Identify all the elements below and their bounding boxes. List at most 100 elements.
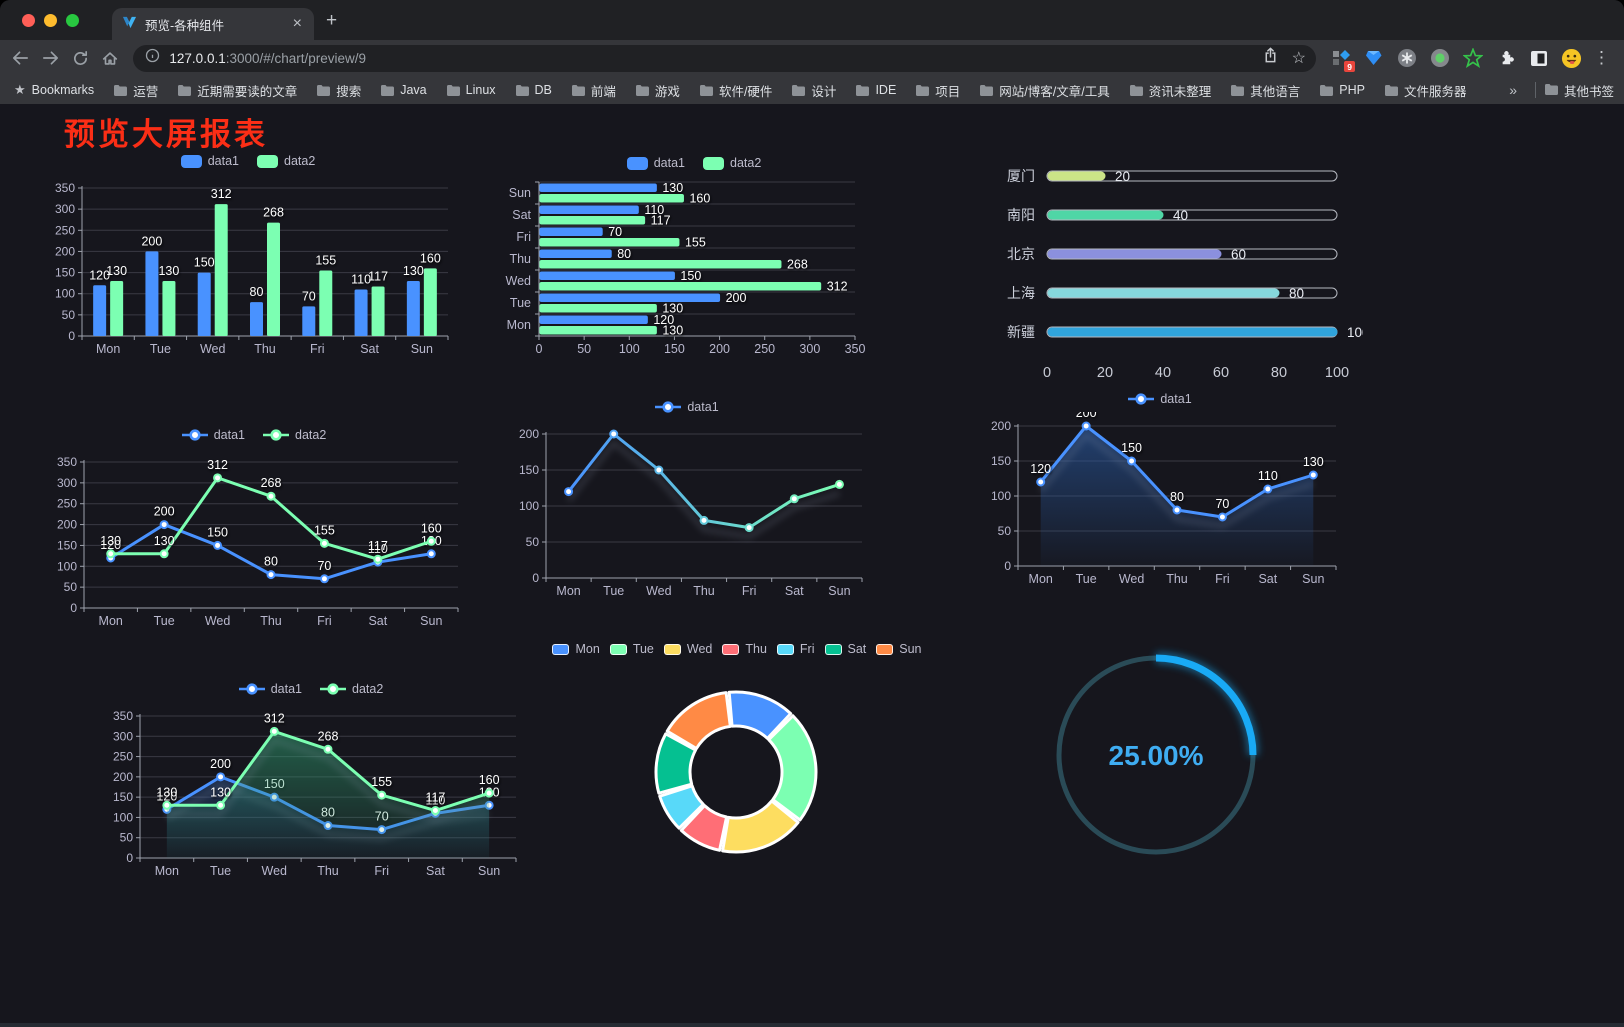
chart-grouped-bar[interactable]: data1 data2 0 50 100 150 200 250 300 350 Mon Tue Wed… [36, 148, 460, 366]
svg-text:新疆: 新疆 [1007, 324, 1035, 340]
legend-item-Mon[interactable]: Mon [552, 642, 600, 656]
svg-text:70: 70 [608, 225, 622, 239]
legend-item-Sat[interactable]: Sat [824, 642, 866, 656]
bookmarks-root[interactable]: ★ Bookmarks [14, 82, 94, 98]
bookmark-folder[interactable]: 前端 [571, 81, 616, 100]
bookmark-folder[interactable]: 文件服务器 [1384, 81, 1466, 100]
bookmark-folder[interactable]: Java [380, 83, 427, 97]
legend-item-Sun[interactable]: Sun [876, 642, 922, 656]
svg-text:Wed: Wed [1119, 572, 1145, 586]
extension-gem-icon[interactable] [1363, 47, 1385, 69]
browser-tab[interactable]: 预览-各种组件 × [112, 8, 314, 40]
extension-grid-icon[interactable]: 9 [1330, 47, 1355, 72]
legend-item-data1[interactable]: data1 [180, 154, 239, 168]
svg-text:150: 150 [57, 538, 77, 552]
svg-text:Wed: Wed [205, 614, 231, 628]
chart-horizontal-bar[interactable]: data1 data2 0 50 100 150 200 250 300 350 Mon 120 130… [497, 150, 891, 364]
svg-text:80: 80 [1170, 490, 1184, 504]
svg-text:40: 40 [1173, 208, 1188, 223]
chart-dual-area[interactable]: data1 data2 0 50 100 150 200 250 300 350 Mon Tue Wed… [94, 676, 528, 888]
share-icon[interactable] [1263, 47, 1278, 69]
legend-item-data1[interactable]: data1 [181, 428, 245, 442]
bookmark-folder[interactable]: 网站/博客/文章/工具 [979, 81, 1110, 100]
close-window-button[interactable] [22, 14, 35, 27]
legend-item-data2[interactable]: data2 [320, 682, 383, 696]
svg-text:Fri: Fri [1215, 572, 1230, 586]
chart-gradient-line[interactable]: data1 0 50 100 150 200 Mon Tue Wed Thu Fri Sat Sun [500, 394, 874, 608]
bookmark-star-icon[interactable]: ☆ [1291, 50, 1306, 67]
svg-text:100: 100 [1347, 325, 1363, 340]
extensions-puzzle-icon[interactable] [1495, 47, 1517, 69]
svg-text:上海: 上海 [1007, 285, 1035, 301]
page-info-icon[interactable] [145, 48, 160, 68]
tab-close-icon[interactable]: × [292, 15, 302, 32]
svg-text:150: 150 [113, 790, 133, 804]
extension-badge: 9 [1344, 61, 1355, 72]
chart-percent-gauge[interactable]: 25.00% [1038, 642, 1282, 874]
bookmark-folder[interactable]: 近期需要读的文章 [177, 81, 297, 100]
legend-item-data1[interactable]: data1 [626, 156, 685, 170]
legend-item-Tue[interactable]: Tue [609, 642, 654, 656]
legend-item-data2[interactable]: data2 [263, 428, 326, 442]
svg-text:Mon: Mon [556, 584, 580, 598]
svg-text:Wed: Wed [262, 864, 288, 878]
zoom-window-button[interactable] [66, 14, 79, 27]
svg-text:150: 150 [680, 269, 701, 283]
svg-text:80: 80 [617, 247, 631, 261]
extension-dot-icon[interactable] [1429, 47, 1451, 69]
forward-icon[interactable] [36, 45, 66, 71]
bookmark-folder[interactable]: 软件/硬件 [699, 81, 772, 100]
bookmark-folder[interactable]: Linux [446, 83, 496, 97]
minimize-window-button[interactable] [44, 14, 57, 27]
svg-text:0: 0 [1043, 365, 1051, 381]
svg-text:200: 200 [519, 427, 539, 441]
bookmark-folder[interactable]: IDE [855, 83, 896, 97]
bookmark-folder[interactable]: 资讯未整理 [1129, 81, 1211, 100]
back-icon[interactable] [6, 45, 36, 71]
bookmarks-separator [1534, 82, 1536, 98]
bookmark-folder[interactable]: 运营 [113, 81, 158, 100]
url-text[interactable]: 127.0.0.1:3000/#/chart/preview/9 [169, 50, 367, 66]
legend-item-data1[interactable]: data1 [238, 682, 302, 696]
svg-text:200: 200 [210, 757, 231, 771]
chart-single-area[interactable]: data1 0 50 100 150 200 Mon Tue Wed Thu Fri Sat Sun 12… [972, 386, 1348, 596]
svg-text:Tue: Tue [154, 614, 175, 628]
profile-avatar[interactable] [1561, 47, 1583, 69]
legend-item-Wed[interactable]: Wed [663, 642, 712, 656]
side-panel-icon[interactable] [1528, 47, 1550, 69]
chart-dual-line[interactable]: data1 data2 0 50 100 150 200 250 300 350 Mon Tue Wed… [38, 422, 470, 638]
legend-item-data2[interactable]: data2 [257, 154, 315, 168]
bookmark-folder[interactable]: 项目 [915, 81, 960, 100]
svg-text:312: 312 [211, 187, 232, 201]
extension-star-icon[interactable] [1462, 47, 1484, 69]
bookmark-folder[interactable]: 游戏 [635, 81, 680, 100]
extension-asterisk-icon[interactable] [1396, 47, 1418, 69]
legend-item-data1[interactable]: data1 [655, 400, 719, 414]
reload-icon[interactable] [66, 45, 96, 71]
legend-item-data1[interactable]: data1 [1128, 392, 1192, 406]
home-icon[interactable] [96, 45, 126, 71]
url-bar[interactable]: 127.0.0.1:3000/#/chart/preview/9 ☆ [133, 44, 1316, 72]
svg-text:110: 110 [368, 542, 388, 556]
svg-text:0: 0 [126, 851, 133, 865]
bookmark-folder[interactable]: 设计 [791, 81, 836, 100]
legend-item-data2[interactable]: data2 [703, 156, 761, 170]
legend-item-Thu[interactable]: Thu [722, 642, 767, 656]
new-tab-button[interactable]: + [326, 10, 338, 31]
svg-text:Tue: Tue [510, 296, 531, 310]
svg-text:200: 200 [57, 518, 77, 532]
bookmark-folder[interactable]: PHP [1319, 83, 1365, 97]
browser-menu-icon[interactable]: ⋮ [1592, 48, 1610, 67]
svg-text:Sun: Sun [478, 864, 500, 878]
svg-text:200: 200 [726, 291, 747, 305]
svg-text:150: 150 [194, 256, 215, 270]
svg-text:130: 130 [210, 785, 231, 799]
bookmark-folder[interactable]: 搜索 [316, 81, 361, 100]
bookmark-folder[interactable]: DB [515, 83, 552, 97]
legend-item-Fri[interactable]: Fri [776, 642, 815, 656]
chart-week-donut[interactable]: Mon Tue Wed Thu Fri Sat Sun [545, 636, 929, 876]
chart-city-progress[interactable]: 厦门 20 南阳 40 北京 60 上海 80 新疆 100 0 20 40 60 80 100 [995, 156, 1363, 388]
other-bookmarks-folder[interactable]: 其他书签 [1544, 81, 1614, 100]
bookmark-folder[interactable]: 其他语言 [1230, 81, 1300, 100]
bookmarks-overflow-chevron[interactable]: » [1509, 82, 1517, 98]
